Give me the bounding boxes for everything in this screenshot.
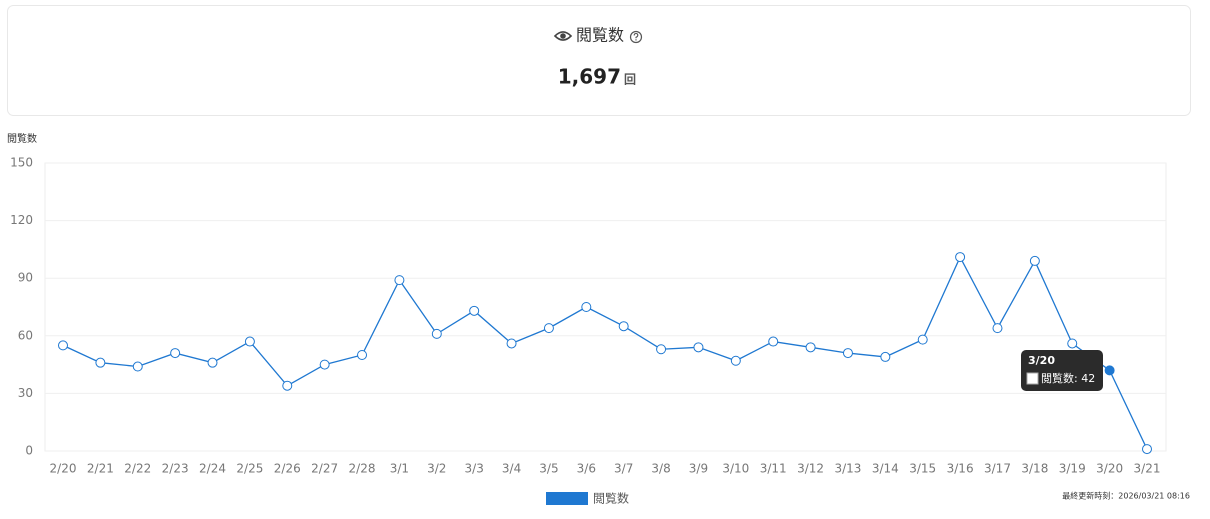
- x-tick-label: 3/14: [872, 462, 899, 476]
- y-tick-label: 60: [18, 328, 33, 342]
- summary-label: 閲覧数: [576, 26, 624, 45]
- data-point[interactable]: [319, 359, 330, 370]
- data-point[interactable]: [842, 348, 853, 359]
- y-axis-label: 閲覧数: [7, 132, 37, 145]
- data-point[interactable]: [244, 336, 255, 347]
- data-point[interactable]: [95, 357, 106, 368]
- data-point[interactable]: [282, 380, 293, 391]
- eye-icon: [553, 31, 573, 41]
- x-tick-label: 3/20: [1096, 462, 1123, 476]
- x-tick-label: 3/16: [947, 462, 974, 476]
- data-point[interactable]: [58, 340, 68, 351]
- tooltip: 3/20 閲覧数: 42: [1021, 350, 1103, 391]
- x-tick-label: 3/8: [651, 462, 670, 476]
- data-point[interactable]: [768, 336, 779, 347]
- x-tick-label: 3/10: [722, 462, 749, 476]
- x-tick-label: 2/23: [162, 462, 189, 476]
- legend: 閲覧数: [546, 491, 629, 506]
- x-tick-label: 2/24: [199, 462, 226, 476]
- x-tick-label: 3/21: [1134, 462, 1161, 476]
- y-tick-label: 120: [10, 213, 33, 227]
- x-tick-label: 3/18: [1021, 462, 1048, 476]
- legend-swatch: [546, 492, 588, 505]
- x-tick-label: 3/7: [614, 462, 633, 476]
- legend-label: 閲覧数: [593, 491, 629, 506]
- x-tick-label: 3/3: [465, 462, 484, 476]
- x-tick-label: 2/27: [311, 462, 338, 476]
- summary-card: [7, 5, 1191, 116]
- data-point[interactable]: [880, 351, 891, 362]
- x-tick-label: 3/17: [984, 462, 1011, 476]
- y-tick-label: 90: [18, 271, 33, 285]
- tooltip-swatch: [1026, 372, 1039, 385]
- data-point[interactable]: [207, 357, 218, 368]
- data-point[interactable]: [917, 334, 928, 345]
- x-tick-label: 3/1: [390, 462, 409, 476]
- data-point[interactable]: [656, 344, 667, 355]
- data-point[interactable]: [132, 361, 143, 372]
- footer-updated: 最終更新時刻：2026/03/21 08:16: [1062, 491, 1190, 501]
- x-tick-label: 3/9: [689, 462, 708, 476]
- tooltip-box: [1021, 350, 1103, 391]
- x-tick-label: 3/11: [760, 462, 787, 476]
- x-tick-label: 2/25: [236, 462, 263, 476]
- data-point[interactable]: [394, 275, 405, 286]
- plot-area: [44, 162, 1167, 452]
- x-tick-label: 2/26: [274, 462, 301, 476]
- data-point[interactable]: [469, 305, 480, 316]
- summary-value: 1,697: [558, 65, 621, 89]
- data-point[interactable]: [992, 323, 1003, 334]
- data-point[interactable]: [357, 350, 368, 360]
- tooltip-title: 3/20: [1028, 354, 1055, 367]
- y-tick-label: 150: [10, 156, 33, 170]
- data-point[interactable]: [618, 321, 629, 332]
- x-tick-label: 3/13: [834, 462, 861, 476]
- data-point[interactable]: [730, 355, 741, 366]
- series-line: [62, 255, 1148, 450]
- data-point[interactable]: [506, 338, 517, 349]
- x-tick-label: 3/12: [797, 462, 824, 476]
- x-tick-label: 2/28: [349, 462, 376, 476]
- x-tick-label: 2/22: [124, 462, 151, 476]
- tooltip-text: 閲覧数: 42: [1041, 371, 1095, 385]
- x-tick-label: 2/20: [50, 462, 77, 476]
- help-icon[interactable]: [629, 30, 643, 44]
- data-point[interactable]: [581, 302, 592, 312]
- data-point[interactable]: [170, 348, 181, 359]
- y-tick-label: 30: [18, 386, 33, 400]
- data-point[interactable]: [431, 328, 442, 339]
- data-point[interactable]: [543, 323, 554, 334]
- x-tick-label: 2/21: [87, 462, 114, 476]
- data-point[interactable]: [693, 342, 704, 353]
- data-point[interactable]: [1029, 255, 1040, 266]
- y-tick-label: 0: [25, 444, 33, 458]
- data-point[interactable]: [805, 342, 816, 353]
- data-point[interactable]: [1067, 338, 1078, 349]
- x-tick-label: 3/2: [427, 462, 446, 476]
- summary-unit: 回: [624, 73, 636, 87]
- data-point[interactable]: [1142, 444, 1152, 455]
- data-point[interactable]: [1104, 365, 1115, 376]
- x-tick-label: 3/6: [577, 462, 596, 476]
- x-tick-label: 3/15: [909, 462, 936, 476]
- x-tick-label: 3/19: [1059, 462, 1086, 476]
- x-tick-label: 3/5: [539, 462, 558, 476]
- data-point[interactable]: [955, 252, 966, 263]
- x-tick-label: 3/4: [502, 462, 521, 476]
